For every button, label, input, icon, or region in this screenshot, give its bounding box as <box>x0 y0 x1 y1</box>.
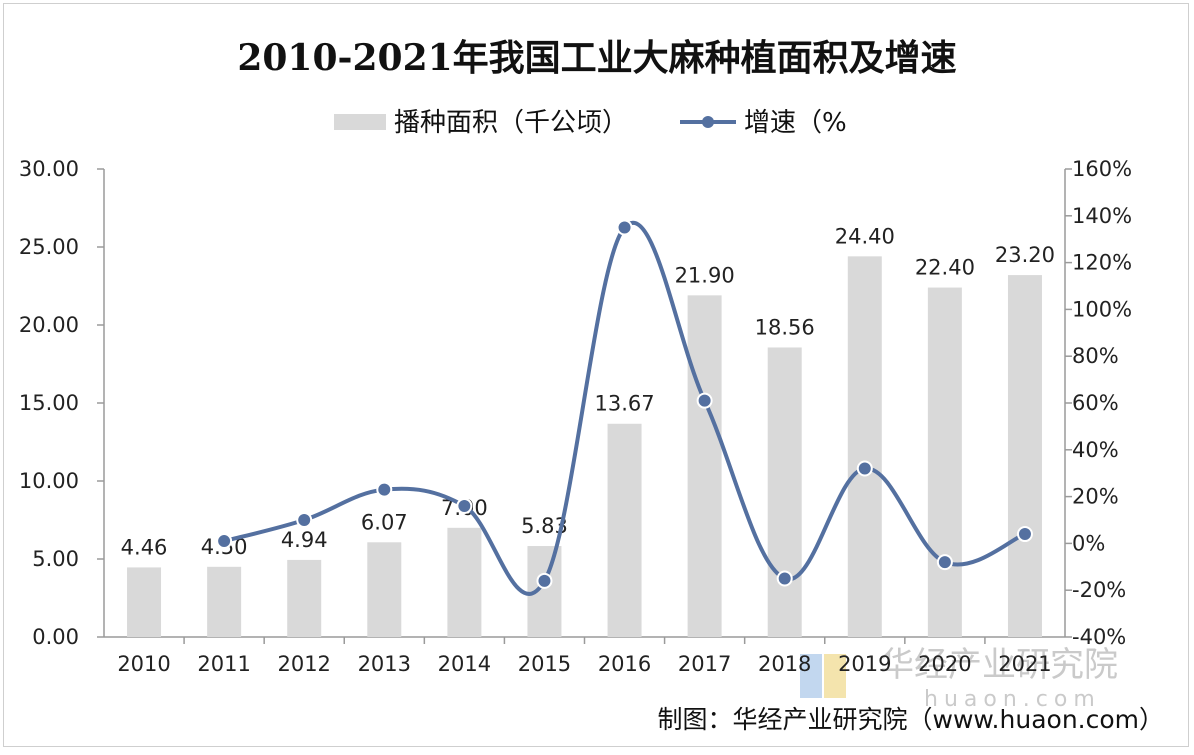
bar-data-label: 22.40 <box>915 256 975 280</box>
growth-point <box>536 572 553 589</box>
bar <box>767 347 802 637</box>
y-right-tick-label: 140% <box>1072 204 1132 228</box>
bar-data-label: 24.40 <box>835 224 895 248</box>
growth-point <box>616 219 633 236</box>
bar-data-label: 23.20 <box>995 243 1055 267</box>
bar-data-label: 4.94 <box>281 528 328 552</box>
bar-data-label: 18.56 <box>755 315 815 339</box>
chart-title: 2010-2021年我国工业大麻种植面积及增速 <box>237 37 956 79</box>
bar <box>367 542 402 637</box>
x-tick-label: 2018 <box>758 652 811 676</box>
bar <box>207 566 242 637</box>
x-tick-label: 2020 <box>918 652 971 676</box>
x-tick-label: 2017 <box>678 652 731 676</box>
bar-data-label: 13.67 <box>594 392 654 416</box>
chart-frame: 2010-2021年我国工业大麻种植面积及增速 播种面积（千公顷） 增速（% 华… <box>3 3 1189 747</box>
growth-point <box>1016 526 1033 543</box>
bar <box>287 559 322 637</box>
watermark-text: 华经产业研究院 <box>880 645 1118 685</box>
bar-data-label: 4.46 <box>121 535 168 559</box>
y-left-tick-label: 25.00 <box>19 235 79 259</box>
bar-series: 4.464.504.946.077.005.8313.6721.9018.562… <box>121 224 1055 637</box>
y-left-tick-label: 5.00 <box>32 547 79 571</box>
y-left-tick-label: 10.00 <box>19 469 79 493</box>
x-tick-label: 2019 <box>838 652 891 676</box>
legend-bar-swatch <box>334 114 386 130</box>
bar <box>927 287 962 637</box>
bar-data-label: 6.07 <box>361 510 408 534</box>
y-right-tick-label: 0% <box>1072 531 1105 555</box>
legend-line-label: 增速（% <box>744 108 847 138</box>
growth-point <box>936 554 953 571</box>
y-right-tick-label: 100% <box>1072 297 1132 321</box>
bar <box>847 256 882 637</box>
x-tick-label: 2011 <box>197 652 250 676</box>
x-tick-label: 2016 <box>598 652 651 676</box>
bar <box>447 527 482 637</box>
growth-point <box>856 460 873 477</box>
legend: 播种面积（千公顷） 增速（% <box>334 108 847 138</box>
growth-point <box>776 570 793 587</box>
growth-point <box>456 497 473 514</box>
watermark: 华经产业研究院 huaon.com <box>800 645 1118 712</box>
bar <box>1007 275 1042 637</box>
bar <box>607 423 642 637</box>
bar <box>127 567 162 637</box>
axes: 0.00 5.00 10.00 15.00 20.00 25.00 30.00 -40% -20… <box>19 157 1132 676</box>
x-tick-label: 2013 <box>358 652 411 676</box>
x-tick-label: 2014 <box>438 652 491 676</box>
y-left-tick-label: 20.00 <box>19 313 79 337</box>
growth-point <box>296 512 313 528</box>
x-tick-label: 2012 <box>277 652 330 676</box>
y-right-tick-label: 20% <box>1072 485 1119 509</box>
chart-canvas: 2010-2021年我国工业大麻种植面积及增速 播种面积（千公顷） 增速（% 华… <box>19 37 1164 734</box>
watermark-url: huaon.com <box>924 687 1101 712</box>
y-right-tick-label: 120% <box>1072 251 1132 275</box>
watermark-logo-left <box>800 654 822 698</box>
y-left-tick-label: 30.00 <box>19 157 79 181</box>
x-tick-label: 2015 <box>518 652 571 676</box>
x-tick-label: 2021 <box>998 652 1051 676</box>
y-right-tick-label: -40% <box>1072 625 1126 649</box>
bar <box>687 295 722 637</box>
bar-data-label: 21.90 <box>675 263 735 287</box>
legend-bar-label: 播种面积（千公顷） <box>394 108 628 138</box>
source-note: 制图：华经产业研究院（www.huaon.com） <box>658 705 1164 734</box>
y-right-tick-label: 60% <box>1072 391 1119 415</box>
y-right-tick-label: 160% <box>1072 157 1132 181</box>
watermark-logo-right <box>824 654 846 698</box>
growth-point <box>696 392 713 409</box>
growth-point <box>376 481 393 498</box>
y-right-tick-label: 40% <box>1072 438 1119 462</box>
y-left-tick-label: 0.00 <box>32 625 79 649</box>
x-tick-label: 2010 <box>117 652 170 676</box>
line-series <box>216 219 1033 596</box>
y-right-tick-label: 80% <box>1072 344 1119 368</box>
legend-line-marker <box>702 116 714 128</box>
growth-point <box>216 533 233 550</box>
y-right-tick-label: -20% <box>1072 578 1126 602</box>
y-left-tick-label: 15.00 <box>19 391 79 415</box>
